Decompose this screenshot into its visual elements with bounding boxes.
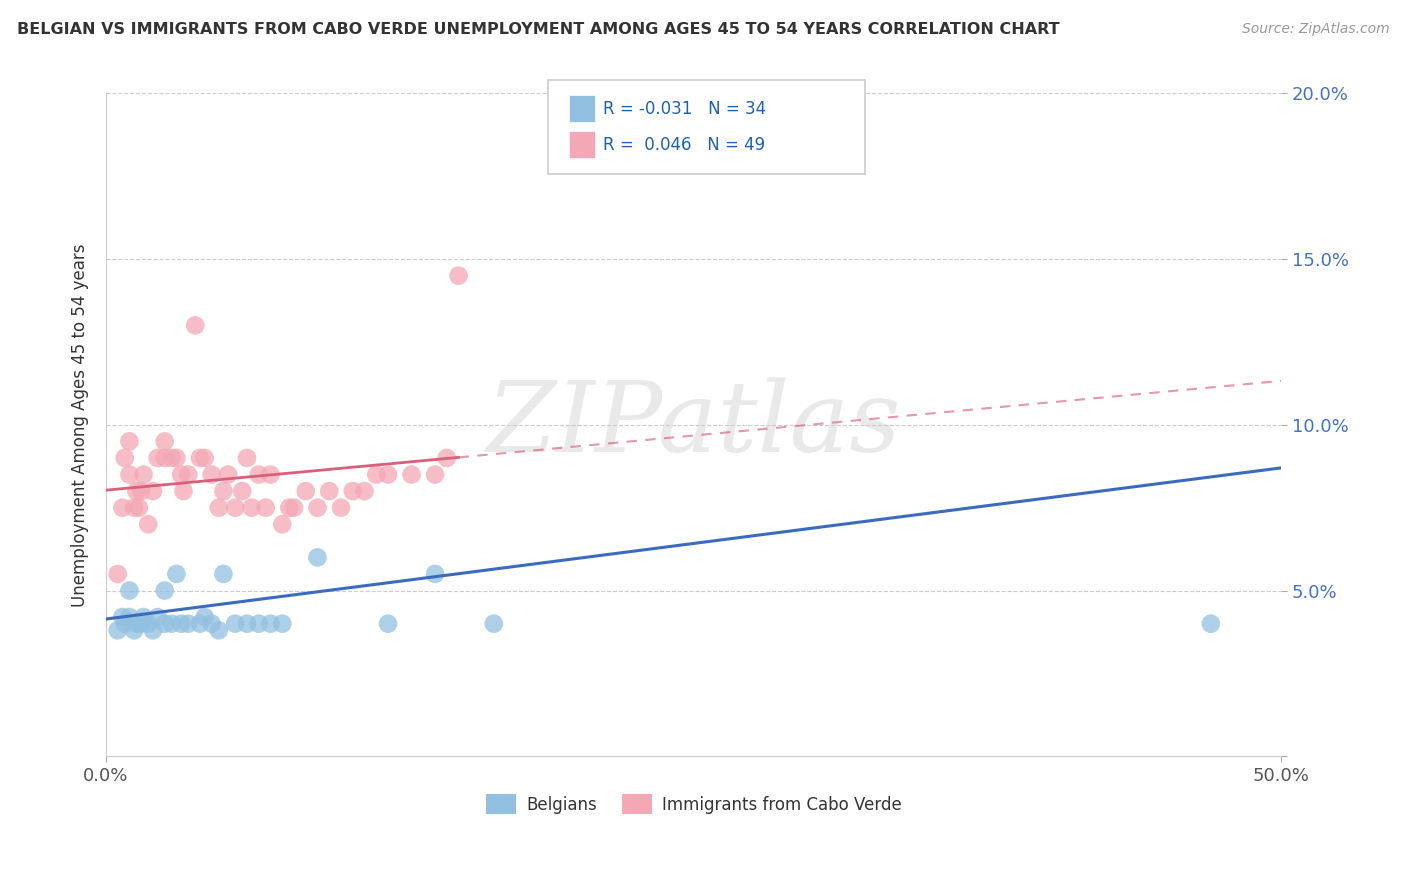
Point — [423, 467, 446, 482]
Point — [118, 610, 141, 624]
Point — [129, 484, 152, 499]
Point — [114, 450, 136, 465]
Point — [194, 610, 217, 624]
Point — [201, 616, 224, 631]
Point — [165, 450, 187, 465]
Point — [184, 318, 207, 333]
Point — [160, 450, 183, 465]
Point — [165, 566, 187, 581]
Point — [146, 610, 169, 624]
Point — [212, 484, 235, 499]
Point — [170, 467, 193, 482]
Text: R =  0.046   N = 49: R = 0.046 N = 49 — [603, 136, 765, 153]
Point — [125, 484, 148, 499]
Point — [342, 484, 364, 499]
Point — [447, 268, 470, 283]
Text: BELGIAN VS IMMIGRANTS FROM CABO VERDE UNEMPLOYMENT AMONG AGES 45 TO 54 YEARS COR: BELGIAN VS IMMIGRANTS FROM CABO VERDE UN… — [17, 22, 1060, 37]
Point — [114, 616, 136, 631]
Point — [271, 517, 294, 532]
Point — [118, 467, 141, 482]
Point — [153, 434, 176, 449]
Point — [118, 434, 141, 449]
Point — [142, 624, 165, 638]
Point — [111, 610, 134, 624]
Point — [307, 550, 329, 565]
Point — [136, 616, 159, 631]
Point — [224, 500, 246, 515]
Point — [307, 500, 329, 515]
Point — [1199, 616, 1222, 631]
Point — [132, 610, 155, 624]
Point — [278, 500, 301, 515]
Point — [173, 484, 195, 499]
Point — [259, 616, 281, 631]
Point — [217, 467, 239, 482]
Point — [188, 450, 211, 465]
Point — [118, 583, 141, 598]
Point — [194, 450, 217, 465]
Point — [353, 484, 375, 499]
Point — [294, 484, 316, 499]
Point — [588, 120, 610, 134]
Point — [236, 616, 259, 631]
Point — [271, 616, 294, 631]
Point — [170, 616, 193, 631]
Point — [111, 500, 134, 515]
Point — [254, 500, 277, 515]
Point — [153, 583, 176, 598]
Point — [247, 616, 270, 631]
Point — [208, 500, 231, 515]
Text: R = -0.031   N = 34: R = -0.031 N = 34 — [603, 100, 766, 118]
Point — [107, 624, 129, 638]
Point — [146, 450, 169, 465]
Point — [142, 484, 165, 499]
Point — [283, 500, 305, 515]
Point — [132, 467, 155, 482]
Point — [318, 484, 340, 499]
Point — [177, 616, 200, 631]
Point — [107, 566, 129, 581]
Point — [224, 616, 246, 631]
Point — [366, 467, 388, 482]
Point — [160, 616, 183, 631]
Point — [122, 624, 145, 638]
Point — [208, 624, 231, 638]
Point — [236, 450, 259, 465]
Y-axis label: Unemployment Among Ages 45 to 54 years: Unemployment Among Ages 45 to 54 years — [72, 243, 89, 607]
Text: Source: ZipAtlas.com: Source: ZipAtlas.com — [1241, 22, 1389, 37]
Point — [136, 517, 159, 532]
Point — [129, 616, 152, 631]
Point — [231, 484, 253, 499]
Point — [128, 500, 150, 515]
Point — [436, 450, 458, 465]
Point — [330, 500, 353, 515]
Point — [188, 616, 211, 631]
Point — [212, 566, 235, 581]
Point — [377, 616, 399, 631]
Point — [153, 616, 176, 631]
Point — [177, 467, 200, 482]
Point — [201, 467, 224, 482]
Point — [247, 467, 270, 482]
Point — [377, 467, 399, 482]
Text: ZIPatlas: ZIPatlas — [486, 377, 901, 473]
Point — [482, 616, 505, 631]
Point — [259, 467, 281, 482]
Legend: Belgians, Immigrants from Cabo Verde: Belgians, Immigrants from Cabo Verde — [479, 787, 908, 821]
Point — [122, 500, 145, 515]
Point — [153, 450, 176, 465]
Point — [423, 566, 446, 581]
Point — [125, 616, 148, 631]
Point — [240, 500, 263, 515]
Point — [401, 467, 423, 482]
